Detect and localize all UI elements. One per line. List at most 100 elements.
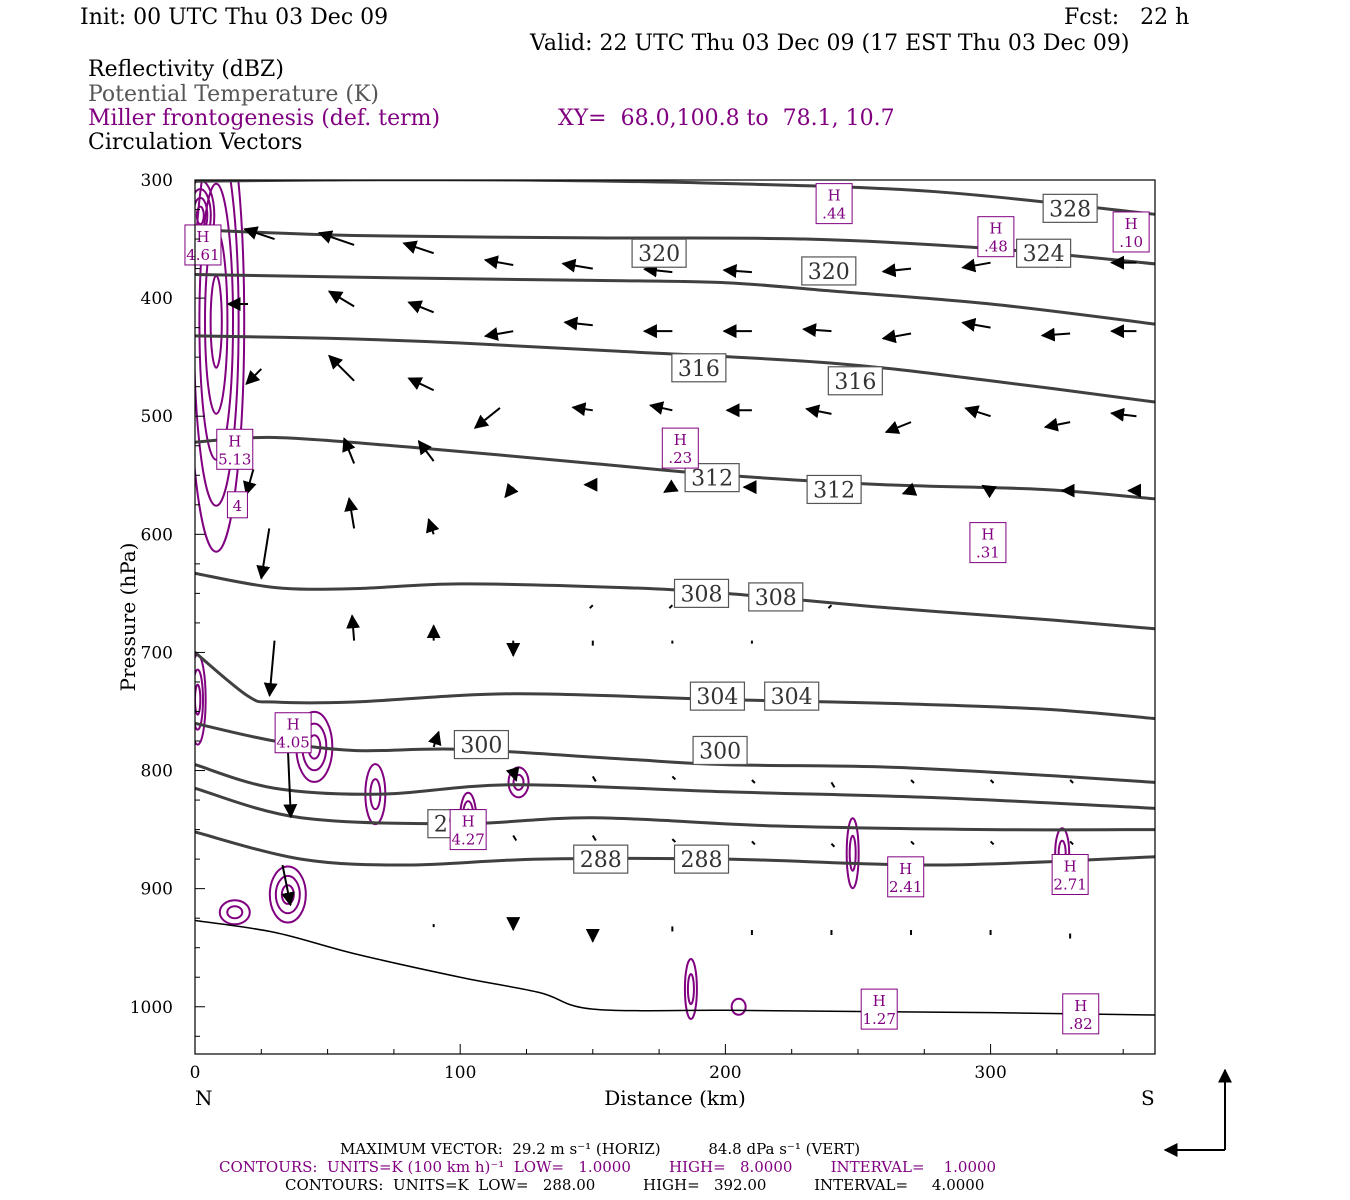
y-axis-title: Pressure (hPa) xyxy=(116,543,140,692)
isentrope-label-box xyxy=(671,353,727,383)
fronto-max-value: .23 xyxy=(668,449,692,467)
circulation-vector xyxy=(342,437,356,464)
isentrope-label: 288 xyxy=(681,848,723,873)
north-label: N xyxy=(195,1086,213,1110)
isentrope-320 xyxy=(195,273,1155,326)
isentrope-label: 312 xyxy=(813,478,855,503)
circulation-vector xyxy=(563,316,593,331)
fronto-max-value: 2.41 xyxy=(889,878,922,896)
isentrope-label-box xyxy=(692,735,748,766)
isentrope-328 xyxy=(195,180,1155,216)
y-tick-label: 400 xyxy=(141,289,173,309)
fronto-max-box xyxy=(860,988,898,1030)
isentrope-316 xyxy=(195,334,1155,404)
fronto-contour-top xyxy=(195,205,205,226)
fronto-max-box xyxy=(216,428,254,470)
circulation-vector xyxy=(989,840,995,846)
south-label: S xyxy=(1141,1086,1155,1110)
fronto-max-h: H xyxy=(228,432,241,450)
fronto-max-h: H xyxy=(1125,215,1138,233)
fronto-contour-low xyxy=(195,668,204,731)
isentrope-label: 320 xyxy=(638,242,680,267)
theta-contour-note: CONTOURS: UNITS=K LOW= 288.00 HIGH= 392.… xyxy=(285,1176,985,1194)
fronto-max-box xyxy=(815,183,853,225)
fronto-max-box xyxy=(274,712,312,754)
circulation-vector xyxy=(1043,417,1071,432)
y-tick-label: 500 xyxy=(141,407,173,427)
circulation-vector xyxy=(281,864,295,907)
fronto-max-box xyxy=(184,224,222,266)
isentrope-label: 308 xyxy=(755,586,797,611)
circulation-vector xyxy=(483,255,514,270)
fronto-max-value: .48 xyxy=(984,238,1008,256)
circulation-vector xyxy=(671,775,677,781)
isentrope-label-box xyxy=(827,366,883,396)
legend-reflectivity: Reflectivity (dBZ) xyxy=(88,57,284,82)
isentrope-label-box xyxy=(801,256,857,286)
circulation-vector xyxy=(961,317,991,332)
isentrope-label-box xyxy=(673,844,730,874)
isentrope-label: 324 xyxy=(1023,242,1065,267)
circulation-vector xyxy=(407,300,435,314)
circulation-vector xyxy=(805,404,832,419)
y-tick-label: 1000 xyxy=(130,998,173,1018)
fronto-max-box xyxy=(1062,993,1100,1035)
x-tick-label: 100 xyxy=(444,1063,476,1083)
isentrope-label: 304 xyxy=(696,685,738,710)
circulation-vector xyxy=(751,840,756,846)
legend-vectors: Circulation Vectors xyxy=(88,130,303,155)
isentrope-label: 316 xyxy=(678,357,720,382)
fronto-extra-box xyxy=(226,491,248,519)
fronto-contour-note: CONTOURS: UNITS=K (100 km h)⁻¹ LOW= 1.00… xyxy=(219,1158,997,1176)
circulation-vector xyxy=(283,746,298,819)
isentrope-300 xyxy=(195,721,1155,784)
y-tick-label: 800 xyxy=(141,762,173,782)
isentrope-label-box xyxy=(764,681,820,711)
fronto-max-value: .10 xyxy=(1119,233,1143,251)
fronto-max-h: H xyxy=(287,716,300,734)
circulation-vector xyxy=(802,323,832,338)
isentrope-label: 288 xyxy=(580,848,622,873)
circulation-vector xyxy=(591,834,597,842)
fronto-max-value: .31 xyxy=(976,544,1000,562)
circulation-vector xyxy=(648,401,673,415)
circulation-vector xyxy=(663,479,679,493)
fronto-max-value: 2.71 xyxy=(1053,875,1086,893)
fronto-max-value: 5.13 xyxy=(218,450,251,468)
circulation-vector xyxy=(881,329,912,344)
circulation-vector xyxy=(263,640,278,698)
isentrope-label-box xyxy=(573,844,629,874)
isentrope-label: 320 xyxy=(808,260,850,285)
circulation-vector xyxy=(512,834,518,842)
isentrope-label-box xyxy=(673,578,730,608)
fronto-max-h: H xyxy=(462,813,475,831)
circulation-vector xyxy=(505,766,520,782)
circulation-vector xyxy=(591,775,597,782)
fronto-max-value: .82 xyxy=(1069,1015,1093,1033)
fronto-max-box xyxy=(661,427,699,469)
fronto-max-box xyxy=(1051,853,1089,895)
circulation-vector xyxy=(417,439,435,462)
circulation-vector xyxy=(881,263,912,278)
isentrope-label: 328 xyxy=(1049,197,1091,222)
fronto-contour-810 xyxy=(507,766,530,799)
circulation-vector xyxy=(910,840,915,846)
circulation-vector xyxy=(346,614,361,641)
max-vector-note: MAXIMUM VECTOR: 29.2 m s⁻¹ (HORIZ) 84.8 … xyxy=(340,1140,861,1158)
fronto-max-h: H xyxy=(828,187,841,205)
fronto-max-h: H xyxy=(899,860,912,878)
fronto-max-h: H xyxy=(1074,997,1087,1015)
circulation-vector xyxy=(830,843,836,848)
isentrope-label-box xyxy=(1042,193,1098,223)
terrain-line xyxy=(195,919,1155,1016)
circulation-vector xyxy=(561,258,593,273)
fronto-max-value: 4.61 xyxy=(186,246,219,264)
isentrope-label: 300 xyxy=(460,734,502,759)
circulation-vector xyxy=(328,354,355,382)
fronto-max-h: H xyxy=(674,431,687,449)
isentrope-label-box xyxy=(453,729,510,760)
isentrope-label-box xyxy=(689,681,746,711)
fronto-max-box xyxy=(449,809,487,851)
legend-xy: XY= 68.0,100.8 to 78.1, 10.7 xyxy=(558,106,895,131)
fronto-max-value: .44 xyxy=(822,205,846,223)
